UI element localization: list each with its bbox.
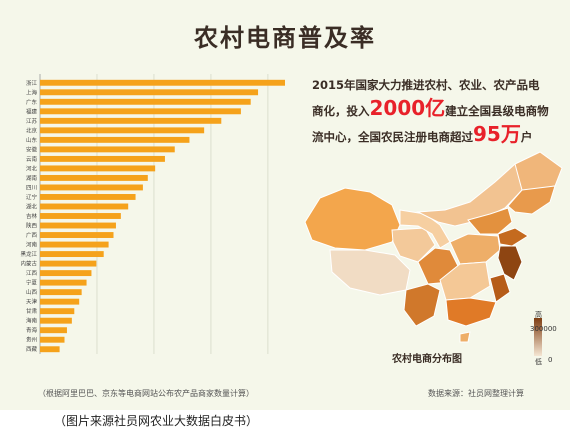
bar	[40, 241, 109, 248]
bar	[40, 232, 114, 238]
bar	[40, 155, 165, 162]
page-title: 农村电商普及率	[194, 24, 376, 52]
image-caption: （图片来源社员网农业大数据白皮书）	[54, 414, 259, 428]
category-label: 四川	[26, 184, 37, 191]
category-label: 山东	[26, 136, 38, 144]
bar	[40, 89, 259, 96]
category-label: 陕西	[26, 222, 38, 230]
map-legend-gradient	[534, 318, 542, 356]
category-label: 河南	[26, 241, 38, 249]
map-region-north-china	[467, 207, 513, 235]
map-region-hainan	[459, 331, 471, 343]
category-label: 广东	[26, 98, 38, 106]
map-region-central	[449, 233, 501, 265]
bar	[40, 308, 75, 315]
category-label: 福建	[26, 107, 38, 115]
map-region-tibet	[329, 249, 411, 296]
map-region-northeast	[507, 185, 556, 215]
registered-households: 95万	[473, 122, 521, 146]
investment-amount: 2000亿	[369, 96, 446, 120]
map-region-shandong	[497, 227, 529, 247]
bar	[40, 346, 60, 353]
description-line-2-post: 建立全国县级电商物	[445, 104, 549, 118]
description-line-1-text: 2015年国家大力推进农村、农业、农产品电	[312, 78, 540, 92]
category-label: 宁夏	[26, 279, 38, 287]
category-label: 北京	[26, 126, 38, 134]
description-line-3: 流中心，全国农民注册电商超过95万户	[312, 123, 562, 149]
legend-high-label: 高	[535, 311, 542, 319]
legend-max-value: 300000	[530, 325, 557, 333]
bar	[40, 251, 104, 258]
bar	[40, 174, 148, 181]
china-map	[300, 150, 565, 350]
map-region-yunnan	[403, 283, 441, 327]
category-label: 浙江	[26, 79, 38, 87]
bar	[40, 327, 67, 334]
map-region-heilongjiang	[514, 151, 563, 191]
bar	[40, 194, 136, 200]
category-label: 江西	[26, 270, 38, 277]
bar	[40, 108, 241, 115]
category-label: 安徽	[26, 145, 38, 153]
bar	[40, 79, 285, 86]
description-line-3-post: 户	[520, 130, 533, 144]
bar	[40, 317, 72, 324]
category-label: 山西	[26, 288, 38, 296]
description-line-1: 2015年国家大力推进农村、农业、农产品电	[312, 74, 562, 97]
bar	[40, 184, 143, 191]
bar	[40, 289, 82, 296]
category-label: 西藏	[26, 345, 38, 353]
bar-chart-svg: 浙江上海广东福建江苏北京山东安徽云南河北湖南四川辽宁湖北吉林陕西广西河南黑龙江内…	[20, 74, 285, 354]
category-label: 广西	[26, 231, 38, 239]
category-label: 甘肃	[26, 307, 38, 315]
category-label: 贵州	[26, 336, 37, 344]
bar	[40, 336, 65, 343]
bar	[40, 98, 251, 105]
bar	[40, 213, 121, 219]
description-line-2-pre: 商化，投入	[312, 104, 370, 118]
bar	[40, 136, 190, 143]
bar	[40, 146, 175, 153]
category-label: 辽宁	[26, 193, 38, 201]
bar	[40, 279, 87, 286]
category-label: 河北	[26, 164, 38, 172]
description-line-2: 商化，投入2000亿建立全国县级电商物	[312, 97, 562, 123]
bar	[40, 165, 156, 172]
category-label: 云南	[26, 155, 38, 163]
category-label: 海南	[26, 317, 38, 325]
china-map-svg	[304, 151, 563, 343]
map-region-fujian	[489, 273, 511, 303]
map-title: 农村电商分布图	[392, 354, 462, 365]
map-region-south	[445, 297, 497, 327]
description-text: 2015年国家大力推进农村、农业、农产品电 商化，投入2000亿建立全国县级电商…	[312, 74, 562, 149]
footer-source: 数据来源：社员网整理计算	[428, 389, 524, 398]
category-label: 黑龙江	[20, 250, 37, 258]
category-label: 湖北	[26, 202, 38, 210]
legend-min-value: 0	[548, 356, 553, 364]
footer-note: （根据阿里巴巴、京东等电商网站公布农产品商家数量计算）	[38, 389, 254, 398]
bar	[40, 203, 129, 210]
map-region-jiangsu-zhejiang	[497, 245, 523, 281]
category-label: 天津	[26, 299, 38, 306]
bar	[40, 127, 205, 134]
category-label: 上海	[26, 88, 38, 96]
map-region-inner-mongolia	[416, 163, 533, 227]
category-label: 吉林	[26, 212, 38, 220]
bar	[40, 117, 222, 124]
category-label: 湖南	[26, 174, 38, 182]
bar	[40, 298, 80, 305]
bar	[40, 260, 97, 267]
description-line-3-pre: 流中心，全国农民注册电商超过	[312, 130, 473, 144]
legend-low-label: 低	[535, 358, 542, 366]
bar-chart: 浙江 上海广东 福建江苏 北京山东 安徽云南 河北湖南四川辽宁 湖北吉林陕西 广西河南 黑龙江内…	[0, 0, 300, 370]
map-region-xinjiang	[304, 187, 401, 251]
bar	[40, 222, 116, 229]
bar	[40, 270, 92, 277]
category-label: 内蒙古	[20, 260, 37, 268]
category-label: 青海	[26, 326, 38, 334]
category-label: 江苏	[26, 117, 38, 125]
